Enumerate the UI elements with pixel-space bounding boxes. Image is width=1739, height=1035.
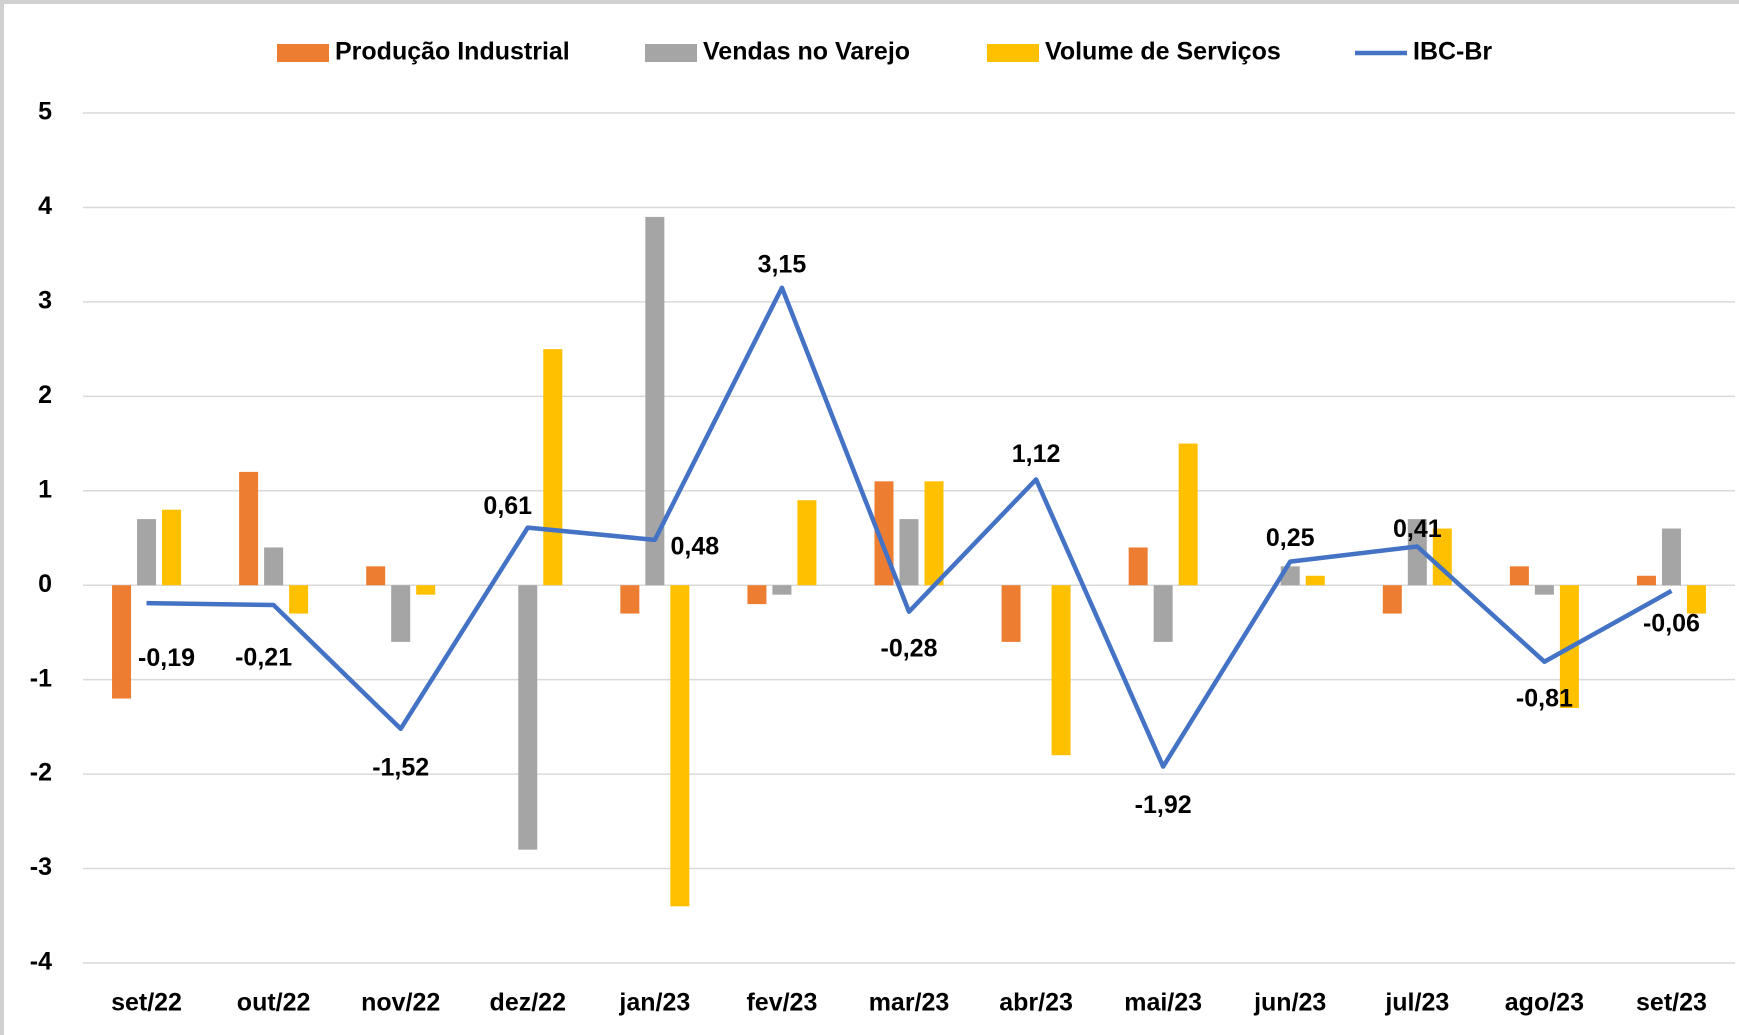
legend-swatch <box>277 44 329 62</box>
bar <box>1382 585 1402 614</box>
bar <box>1407 519 1427 586</box>
data-label: -0,06 <box>1643 609 1700 637</box>
data-label: 0,25 <box>1266 524 1315 552</box>
y-tick-label: -4 <box>30 948 52 976</box>
bar <box>518 585 538 850</box>
bar <box>645 216 665 586</box>
y-tick-label: -3 <box>30 853 52 881</box>
x-tick-label: ago/23 <box>1505 989 1584 1017</box>
data-label: 0,48 <box>671 532 720 560</box>
bar <box>264 547 284 586</box>
bar <box>289 585 309 614</box>
x-tick-label: mai/23 <box>1124 989 1202 1017</box>
bar <box>416 585 436 595</box>
data-label: 1,12 <box>1012 440 1061 468</box>
bar <box>1305 575 1325 586</box>
y-tick-label: 5 <box>38 98 52 126</box>
data-label: -1,92 <box>1135 791 1192 819</box>
bar <box>620 585 640 614</box>
data-label: 0,41 <box>1393 515 1442 543</box>
y-tick-label: 2 <box>38 381 52 409</box>
bar <box>543 349 563 586</box>
x-tick-label: jul/23 <box>1384 989 1449 1017</box>
x-tick-label: set/22 <box>111 989 182 1017</box>
data-label: -0,28 <box>881 634 938 662</box>
x-tick-label: fev/23 <box>746 989 817 1017</box>
x-tick-label: set/23 <box>1636 989 1707 1017</box>
x-tick-label: abr/23 <box>999 989 1073 1017</box>
x-tick-label: nov/22 <box>361 989 440 1017</box>
y-tick-label: 0 <box>38 570 52 598</box>
legend-label: Volume de Serviços <box>1045 38 1281 66</box>
legend-label: IBC-Br <box>1413 38 1492 66</box>
y-tick-label: -2 <box>30 759 52 787</box>
bar <box>1636 575 1656 586</box>
legend-label: Produção Industrial <box>335 38 570 66</box>
bar <box>1534 585 1554 595</box>
bar <box>391 585 411 642</box>
data-label: -0,21 <box>235 644 292 672</box>
data-label: 3,15 <box>758 250 807 278</box>
x-tick-label: jan/23 <box>618 989 690 1017</box>
data-label: -0,81 <box>1516 684 1573 712</box>
bar <box>1661 528 1681 586</box>
y-tick-label: 1 <box>38 475 52 503</box>
legend-label: Vendas no Varejo <box>703 38 910 66</box>
bar <box>239 471 259 586</box>
data-label: -0,19 <box>138 644 195 672</box>
bar <box>772 585 792 595</box>
bar <box>137 519 157 586</box>
x-tick-label: dez/22 <box>490 989 566 1017</box>
y-tick-label: -1 <box>30 664 52 692</box>
y-tick-label: 3 <box>38 286 52 314</box>
x-tick-label: jun/23 <box>1253 989 1326 1017</box>
bar <box>366 566 386 586</box>
bar <box>1178 443 1198 586</box>
bar <box>162 509 182 586</box>
bar <box>1128 547 1148 586</box>
data-label: -1,52 <box>372 753 429 781</box>
data-label: 0,61 <box>483 492 532 520</box>
bar <box>1001 585 1021 642</box>
bar <box>747 585 767 605</box>
bar <box>670 585 690 907</box>
bar <box>924 481 944 586</box>
legend-swatch <box>645 44 697 62</box>
y-tick-label: 4 <box>38 192 52 220</box>
bar <box>899 519 919 586</box>
bar <box>1153 585 1173 642</box>
bar <box>797 500 817 586</box>
x-tick-label: mar/23 <box>869 989 950 1017</box>
line <box>146 285 1673 769</box>
bar <box>112 585 132 699</box>
bar <box>1051 585 1071 756</box>
x-tick-label: out/22 <box>237 989 311 1017</box>
bar <box>1509 566 1529 586</box>
bar <box>1686 585 1706 614</box>
legend-swatch <box>987 44 1039 62</box>
